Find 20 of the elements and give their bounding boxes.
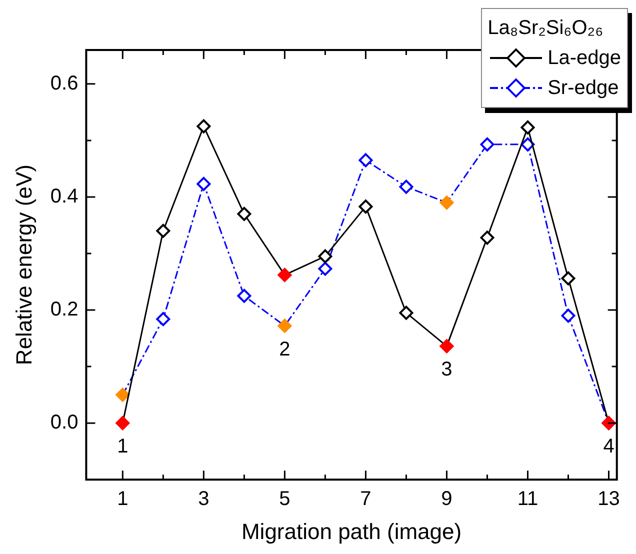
- x-tick-label: 7: [360, 488, 372, 510]
- y-tick-label: 0.6: [50, 72, 78, 94]
- x-tick-label: 11: [517, 488, 538, 510]
- legend-label: Sr-edge: [548, 76, 619, 101]
- legend-label: La-edge: [548, 46, 621, 71]
- y-tick-label: 0.2: [50, 298, 78, 321]
- x-tick-label: 1: [117, 488, 128, 510]
- annotation: 1: [117, 436, 128, 458]
- x-axis-title: Migration path (image): [241, 518, 462, 544]
- annotation: 4: [603, 436, 614, 458]
- annotation: 3: [441, 358, 452, 381]
- x-tick-label: 3: [198, 488, 210, 510]
- y-tick-label: 0.0: [50, 412, 78, 434]
- x-tick-label: 9: [441, 488, 452, 510]
- annotation: 2: [279, 338, 290, 360]
- y-tick-label: 0.4: [50, 185, 78, 208]
- x-tick-label: 5: [279, 488, 290, 510]
- y-axis-title: Relative energy (eV): [11, 164, 36, 366]
- x-tick-label: 13: [598, 488, 620, 510]
- legend-title: La₈Sr₂Si₆O₂₆: [488, 16, 604, 41]
